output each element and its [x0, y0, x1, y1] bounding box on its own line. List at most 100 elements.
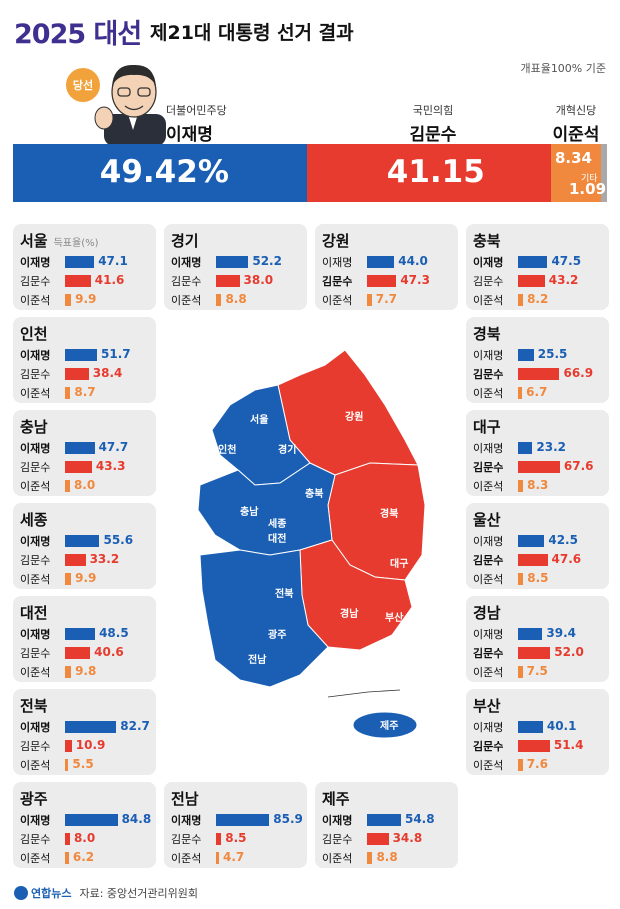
region-card: 제주 이재명 54.8 김문수 34.8 이준석 8.8 [315, 782, 458, 868]
vote-bar [216, 294, 222, 306]
vote-bar [518, 647, 551, 659]
share-label-junseok: 8.34 [554, 149, 592, 167]
vote-bar [518, 573, 524, 585]
candidate-label: 김문수 [473, 647, 504, 660]
candidate-row: 김문수 40.6 [20, 644, 149, 661]
agency-logo-icon [14, 886, 28, 900]
candidate-label: 이준석 [20, 294, 51, 307]
candidate-row: 김문수 51.4 [473, 737, 602, 754]
map-label: 강원 [345, 410, 363, 423]
candidate-label: 이재명 [20, 814, 51, 827]
candidate-label: 이준석 [171, 294, 202, 307]
candidate-row: 이준석 9.9 [20, 291, 149, 308]
map-label: 충남 [240, 505, 259, 518]
region-name: 서울 [20, 232, 48, 250]
candidate-row: 이재명 44.0 [322, 253, 451, 270]
vote-bar [518, 349, 534, 361]
candidate-row: 이재명 25.5 [473, 346, 602, 363]
candidate-name: 이준석 [552, 125, 600, 145]
candidate-row: 이준석 4.7 [171, 849, 300, 866]
vote-value: 8.8 [225, 292, 247, 306]
region-name: 경기 [171, 232, 199, 250]
candidate-label: 이준석 [473, 387, 504, 400]
candidate-label: 김문수 [473, 554, 504, 567]
vote-value: 8.3 [527, 478, 549, 492]
candidate-row: 김문수 38.4 [20, 365, 149, 382]
vote-value: 7.6 [526, 757, 548, 771]
candidate-label: 이재명 [20, 442, 51, 455]
vote-bar [65, 442, 95, 454]
map-label: 경기 [278, 443, 296, 456]
candidate-label: 김문수 [322, 833, 353, 846]
vote-bar [518, 666, 523, 678]
vote-bar [65, 275, 91, 287]
vote-bar [65, 480, 70, 492]
candidate-label: 이재명 [322, 814, 353, 827]
candidate-row: 김문수 34.8 [322, 830, 451, 847]
vote-value: 40.6 [94, 645, 124, 659]
region-card: 경북 이재명 25.5 김문수 66.9 이준석 6.7 [466, 317, 609, 403]
region-name: 경남 [473, 604, 501, 622]
candidate-label: 이준석 [20, 480, 51, 493]
bar-segment-lee [13, 144, 307, 202]
vote-value: 47.1 [98, 254, 128, 268]
vote-value: 39.4 [546, 626, 577, 640]
vote-bar [367, 833, 389, 845]
vote-value: 9.8 [75, 664, 97, 678]
map-label: 대전 [268, 532, 286, 545]
candidate-row: 김문수 33.2 [20, 551, 149, 568]
map-label: 세종 [268, 517, 286, 530]
vote-bar [518, 759, 523, 771]
portrait-smile [124, 105, 144, 111]
vote-bar [65, 387, 71, 399]
vote-bar [518, 275, 545, 287]
candidate-row: 이재명 47.1 [20, 253, 149, 270]
vote-bar [518, 442, 533, 454]
candidate-row: 이준석 8.7 [20, 384, 149, 401]
bar-segment-junseok [550, 144, 601, 202]
candidate-label: 이재명 [473, 349, 504, 362]
region-card: 울산 이재명 42.5 김문수 47.6 이준석 8.5 [466, 503, 609, 589]
region-name: 대구 [473, 418, 501, 436]
map-label: 전북 [275, 587, 293, 600]
vote-bar [65, 368, 89, 380]
candidate-label: 이준석 [171, 852, 202, 865]
count-note: 개표율100% 기준 [520, 62, 606, 75]
map-label: 인천 [218, 443, 236, 456]
candidate-row: 김문수 66.9 [473, 365, 602, 382]
vote-value: 4.7 [223, 850, 245, 864]
map-label: 광주 [268, 629, 286, 641]
region-card: 전북 이재명 82.7 김문수 10.9 이준석 5.5 [13, 689, 156, 775]
vote-bar [216, 852, 219, 864]
vote-value: 8.8 [376, 850, 398, 864]
candidate-party: 국민의힘 [412, 104, 454, 117]
map-label: 전남 [248, 653, 267, 666]
candidate-lee: 더불어민주당 이재명 [166, 102, 227, 145]
vote-bar [216, 833, 222, 845]
vote-bar [65, 814, 118, 826]
vote-value: 25.5 [537, 347, 568, 361]
portrait-suit [104, 114, 166, 146]
candidate-label: 이준석 [473, 294, 504, 307]
map-label: 경북 [380, 507, 398, 520]
region-card: 대구 이재명 23.2 김문수 67.6 이준석 8.3 [466, 410, 609, 496]
bar-segment-kim [306, 144, 551, 202]
region-name: 제주 [322, 790, 350, 808]
vote-value: 52.2 [252, 254, 282, 268]
vote-bar [65, 628, 96, 640]
candidate-row: 김문수 8.5 [171, 830, 300, 847]
region-card: 부산 이재명 40.1 김문수 51.4 이준석 7.6 [466, 689, 609, 775]
vote-bar [65, 256, 95, 268]
vote-value: 47.7 [98, 440, 129, 454]
vote-bar [65, 573, 72, 585]
vote-value: 55.6 [103, 533, 134, 547]
vote-bar [216, 814, 270, 826]
map-label: 서울 [250, 413, 268, 426]
vote-bar [65, 349, 98, 361]
candidate-label: 이재명 [473, 721, 504, 734]
region-name: 전남 [171, 790, 199, 808]
winner-badge: 당선 [66, 68, 100, 102]
vote-value: 33.2 [89, 552, 120, 566]
map-label: 경남 [340, 607, 359, 620]
vote-value: 41.6 [94, 273, 125, 287]
